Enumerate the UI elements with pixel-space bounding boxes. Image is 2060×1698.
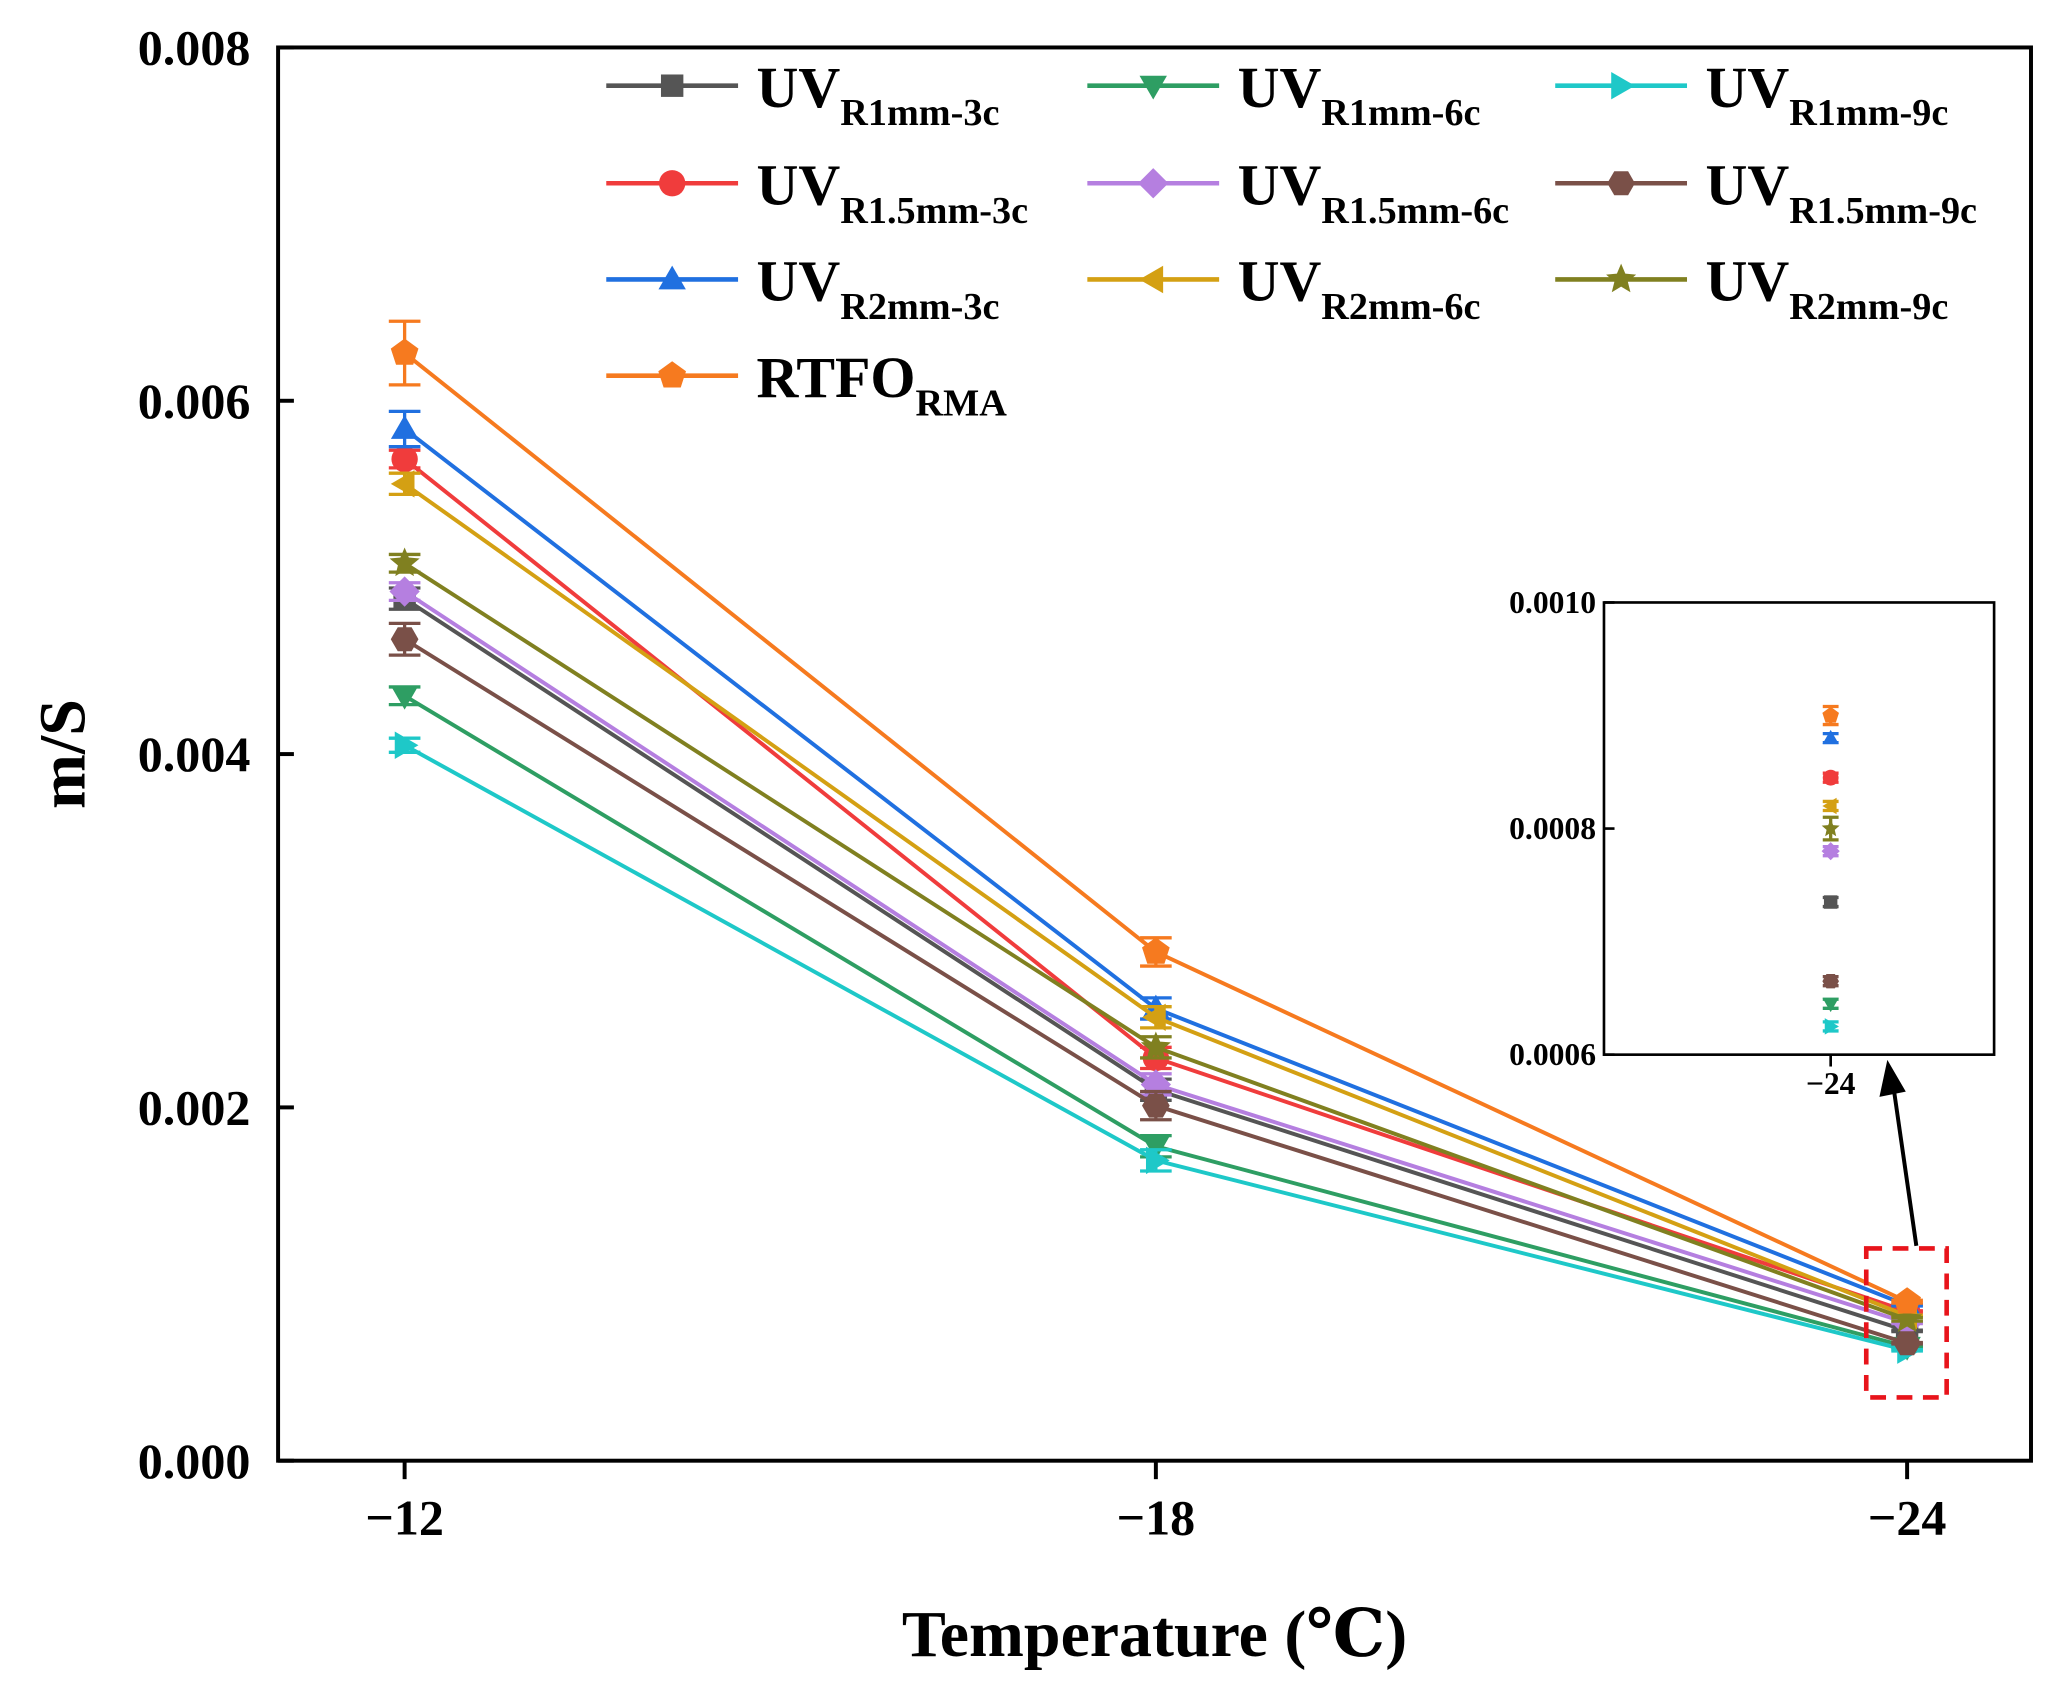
x-axis: −12 −18 −24 <box>365 1460 1947 1546</box>
legend-item-R2mm-6c: UVR2mm-6c <box>1087 249 1481 328</box>
inset-points <box>1821 704 1840 1035</box>
data-point <box>1893 1331 1921 1356</box>
legend-label: UVR2mm-6c <box>1238 249 1481 328</box>
series-layer <box>388 319 1923 1364</box>
y-tick-label: 0.002 <box>138 1080 251 1136</box>
data-point <box>1145 1146 1170 1175</box>
inset-series-R1mm-3c <box>1822 895 1839 909</box>
inset-data-point <box>1821 842 1840 861</box>
series-R2mm-9c <box>388 547 1923 1333</box>
legend-marker <box>1607 171 1635 196</box>
data-point <box>390 627 419 652</box>
data-point <box>390 685 419 710</box>
legend-marker <box>1606 263 1637 293</box>
legend-item-R1.5mm-3c: UVR1.5mm-3c <box>606 152 1029 232</box>
legend-label: UVR2mm-3c <box>757 249 1000 328</box>
inset-data-point <box>1822 973 1839 989</box>
data-point <box>1142 1093 1170 1118</box>
data-point <box>1892 1303 1923 1333</box>
legend-label: UVR1.5mm-3c <box>757 152 1029 231</box>
x-tick-label: −12 <box>365 1490 444 1546</box>
zoom-arrow <box>1879 1059 1919 1247</box>
inset-y-tick-label: 0.0010 <box>1509 585 1596 620</box>
data-point <box>1142 1003 1166 1032</box>
legend-label: UVR1mm-9c <box>1705 55 1948 134</box>
series-RMA <box>388 319 1923 1314</box>
inset-series-R1mm-9c <box>1822 1018 1839 1035</box>
legend-label: UVR1.5mm-6c <box>1238 152 1510 231</box>
legend-label: UVR2mm-9c <box>1705 249 1948 328</box>
y-axis: 0.000 0.002 0.004 0.006 0.008 <box>138 20 294 1489</box>
y-tick-label: 0.008 <box>138 20 251 76</box>
inset-plot: 0.0006 0.0008 0.0010 −24 <box>1509 585 1996 1101</box>
inset-data-point <box>1822 797 1837 815</box>
inset-series-R1.5mm-9c <box>1822 973 1839 989</box>
legend-marker <box>1138 168 1169 199</box>
data-point <box>1142 937 1170 964</box>
series-R1.5mm-9c <box>388 621 1923 1356</box>
data-point <box>394 731 419 759</box>
zoom-arrow-shaft <box>1890 1080 1919 1247</box>
legend-label: UVR1.5mm-9c <box>1705 152 1977 231</box>
legend-item-RMA: RTFORMA <box>606 345 1007 424</box>
inset-data-point <box>1821 819 1840 837</box>
data-point <box>391 445 418 473</box>
y-tick-label: 0.000 <box>138 1433 251 1489</box>
inset-data-point <box>1822 769 1839 786</box>
inset-data-point <box>1822 706 1839 723</box>
inset-y-axis: 0.0006 0.0008 0.0010 <box>1509 585 1615 1072</box>
data-point <box>1140 1031 1171 1061</box>
legend-item-R1mm-3c: UVR1mm-3c <box>606 55 999 134</box>
legend-marker <box>658 361 687 388</box>
inset-series-R1.5mm-3c <box>1822 769 1839 786</box>
legend-label: UVR1mm-3c <box>757 55 1000 134</box>
inset-series-RMA <box>1822 704 1839 727</box>
legend-item-R1.5mm-9c: UVR1.5mm-9c <box>1555 152 1977 232</box>
legend-marker <box>660 74 684 97</box>
x-tick-label: −18 <box>1117 1490 1196 1546</box>
zoom-region-box <box>1863 1246 1949 1400</box>
data-point <box>390 415 419 439</box>
legend-item-R1.5mm-6c: UVR1.5mm-6c <box>1087 152 1510 232</box>
inset-series-R2mm-6c <box>1822 797 1839 815</box>
legend-marker <box>1139 265 1164 294</box>
legend: UVR1mm-3c UVR1mm-6c UVR1mm-9c UVR1.5mm-3c UV… <box>606 55 1977 424</box>
data-point <box>390 470 415 498</box>
data-point <box>389 547 420 577</box>
main-plot-area: 0.000 0.002 0.004 0.006 0.008 −12 −18 −24 <box>138 20 2033 1546</box>
legend-item-R2mm-3c: UVR2mm-3c <box>606 249 999 328</box>
legend-item-R2mm-9c: UVR2mm-9c <box>1555 249 1948 328</box>
inset-data-point <box>1824 1018 1839 1035</box>
legend-marker <box>1611 71 1635 100</box>
inset-series-R1.5mm-6c <box>1821 842 1840 861</box>
inset-data-point <box>1822 997 1839 1013</box>
x-axis-title: Temperature (℃) <box>902 1598 1407 1671</box>
inset-x-tick-label: −24 <box>1806 1066 1856 1101</box>
inset-series-R2mm-9c <box>1821 815 1840 842</box>
y-axis-title: m/S <box>26 699 99 809</box>
y-tick-label: 0.004 <box>138 726 251 782</box>
legend-item-R1mm-6c: UVR1mm-6c <box>1087 55 1481 134</box>
legend-label: UVR1mm-6c <box>1238 55 1481 134</box>
y-tick-label: 0.006 <box>138 373 251 429</box>
legend-item-R1mm-9c: UVR1mm-9c <box>1555 55 1948 134</box>
inset-data-point <box>1822 729 1839 745</box>
data-point <box>390 338 419 365</box>
legend-marker <box>658 170 686 197</box>
inset-y-tick-label: 0.0008 <box>1509 811 1596 846</box>
inset-y-tick-label: 0.0006 <box>1509 1037 1596 1072</box>
inset-frame <box>1602 601 1996 1056</box>
legend-label: RTFORMA <box>757 345 1008 424</box>
zoom-arrow-head <box>1879 1059 1906 1097</box>
inset-x-axis: −24 <box>1806 1054 1856 1101</box>
inset-series-R2mm-3c <box>1822 729 1839 745</box>
legend-marker <box>1139 75 1167 100</box>
x-tick-label: −24 <box>1868 1490 1947 1546</box>
data-point <box>1893 1287 1921 1314</box>
inset-series-R1mm-6c <box>1822 997 1839 1013</box>
legend-marker <box>658 265 686 290</box>
inset-data-point <box>1823 895 1838 909</box>
